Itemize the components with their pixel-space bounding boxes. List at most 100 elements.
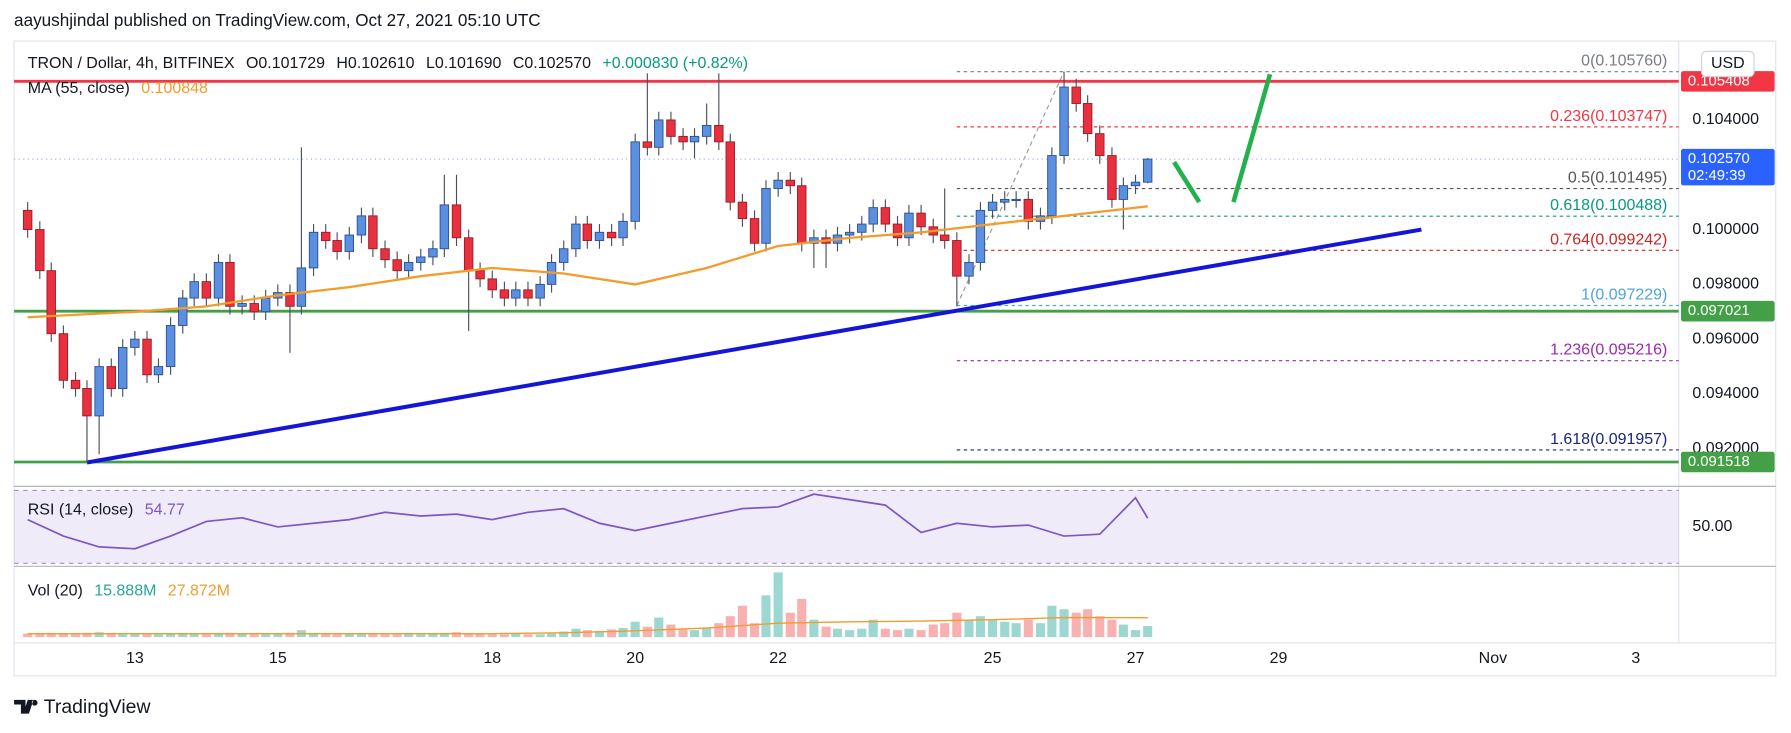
candle-body [678, 135, 688, 143]
volume-legend-value: 15.888M [94, 583, 156, 600]
price-tag [1681, 451, 1775, 473]
fib-label: 0.5(0.101495) [1568, 170, 1667, 187]
candle-body [952, 240, 962, 277]
candle-body [1071, 86, 1081, 104]
candle-body [916, 212, 926, 228]
volume-bar [832, 628, 843, 638]
y-tick-label: 50.00 [1692, 518, 1732, 535]
candle-body [58, 333, 69, 381]
legend: TRON / Dollar, 4h, BITFINEX O0.101729 H0.1… [28, 55, 748, 72]
candle-body [380, 248, 390, 261]
y-tick-label: 0.096000 [1692, 330, 1759, 347]
volume-bar [689, 630, 700, 638]
price-tag [1681, 300, 1775, 322]
candle-body [213, 261, 224, 299]
candle-body [1142, 158, 1153, 183]
arrow-drawing [1231, 73, 1273, 203]
candle-body [392, 259, 402, 272]
candle-body [165, 325, 176, 368]
volume-bar [332, 634, 342, 638]
volume-bar [916, 630, 926, 638]
volume-bar [23, 633, 33, 638]
volume-bar [594, 630, 605, 638]
volume-bar [523, 634, 533, 638]
candle-body [701, 124, 712, 137]
candle-body [201, 281, 212, 299]
fib-diagonal [956, 71, 1065, 306]
volume-bar [975, 616, 985, 638]
price-tag-label: 0.091518 [1688, 454, 1750, 470]
candle-body [523, 289, 533, 299]
candle-body [606, 231, 617, 239]
frame [13, 40, 1777, 677]
volume-bar [940, 623, 950, 638]
volume-bar [607, 629, 617, 638]
volume-bar [750, 623, 760, 638]
candle-body [237, 303, 247, 307]
y-tick-label: 0.100000 [1692, 221, 1759, 238]
candle-body [714, 124, 724, 143]
candle-body [857, 223, 867, 233]
countdown: 02:49:39 [1688, 168, 1746, 184]
y-tick-label: 0.098000 [1692, 276, 1759, 293]
volume-bar [166, 633, 176, 638]
volume-bar [1083, 609, 1093, 638]
candle-body [332, 240, 342, 252]
candle-body [1023, 198, 1034, 222]
candle-body [868, 207, 878, 225]
candle-body [142, 338, 152, 376]
legend-item: L0.101690 [426, 55, 502, 72]
volume-bar [261, 634, 271, 638]
volume-bar [1047, 605, 1057, 638]
candle-body [1118, 185, 1129, 200]
candle-body [225, 261, 235, 307]
volume-bar [273, 633, 283, 638]
volume-bar [511, 633, 521, 638]
legend-item: +0.000830 (+0.82%) [602, 55, 748, 72]
x-tick-label: 29 [1270, 650, 1288, 667]
candle-body [785, 179, 796, 187]
volume-bar [499, 634, 509, 638]
volume-bar [1035, 623, 1046, 638]
candle-body [1000, 198, 1010, 203]
candle-body [439, 204, 450, 250]
candle-body [463, 237, 474, 272]
candle-body [666, 119, 676, 137]
candle-body [296, 267, 307, 307]
candle-body [511, 289, 521, 299]
candle-body [82, 388, 92, 417]
price-tag-label: 0.097021 [1688, 303, 1750, 319]
candle-body [689, 135, 700, 143]
volume-bar [439, 632, 449, 638]
volume-bar [964, 619, 974, 638]
candle-body [106, 366, 116, 389]
ma-legend: MA (55, close) 0.100848 [28, 80, 208, 97]
volume-bar [1000, 621, 1010, 638]
candle-body [797, 185, 807, 244]
x-tick-label: 22 [769, 650, 787, 667]
candle-body [594, 231, 605, 241]
x-tick-label: 15 [269, 650, 287, 667]
volume-bar [904, 628, 914, 638]
volume-bar [880, 628, 890, 638]
volume-bar [535, 634, 545, 638]
volume-bar [130, 633, 140, 638]
candle-body [630, 141, 640, 222]
candle-body [904, 212, 914, 239]
volume-bar [1023, 619, 1033, 638]
volume-bar [666, 624, 676, 638]
price-tag-label: 0.105408 [1688, 73, 1750, 89]
candle-body [737, 201, 748, 220]
candle-body [559, 248, 569, 263]
y-tick-label: 0.104000 [1692, 111, 1759, 128]
rsi-legend-name: RSI (14, close) [28, 502, 134, 519]
volume-bar [82, 632, 92, 638]
volume-bar [737, 605, 747, 638]
candle-body [308, 231, 319, 269]
candle-body [189, 281, 199, 299]
volume-bar [773, 572, 783, 638]
candle-body [1082, 103, 1093, 135]
candle-body [416, 256, 426, 263]
candle-body [1107, 155, 1117, 200]
